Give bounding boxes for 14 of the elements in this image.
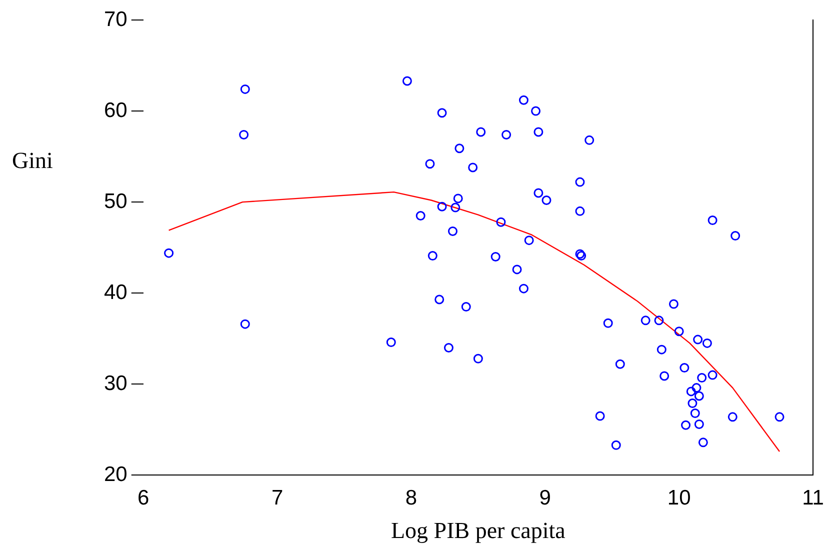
x-tick-label: 7 [271, 486, 284, 510]
y-tick-label: 30 [104, 372, 128, 395]
x-tick-label: 10 [667, 486, 691, 510]
x-tick-label: 6 [138, 486, 150, 510]
x-tick-label: 9 [539, 486, 551, 510]
y-tick-label: 40 [104, 280, 128, 304]
y-tick-label: 20 [104, 462, 128, 486]
y-tick-label: 70 [104, 8, 128, 31]
x-axis-title: Log PIB per capita [390, 518, 566, 544]
y-tick-label: 60 [104, 98, 128, 122]
y-tick-label: 50 [104, 190, 128, 213]
y-axis-title: Gini [12, 148, 53, 174]
x-tick-label: 8 [405, 486, 418, 510]
x-tick-label: 11 [802, 486, 824, 510]
